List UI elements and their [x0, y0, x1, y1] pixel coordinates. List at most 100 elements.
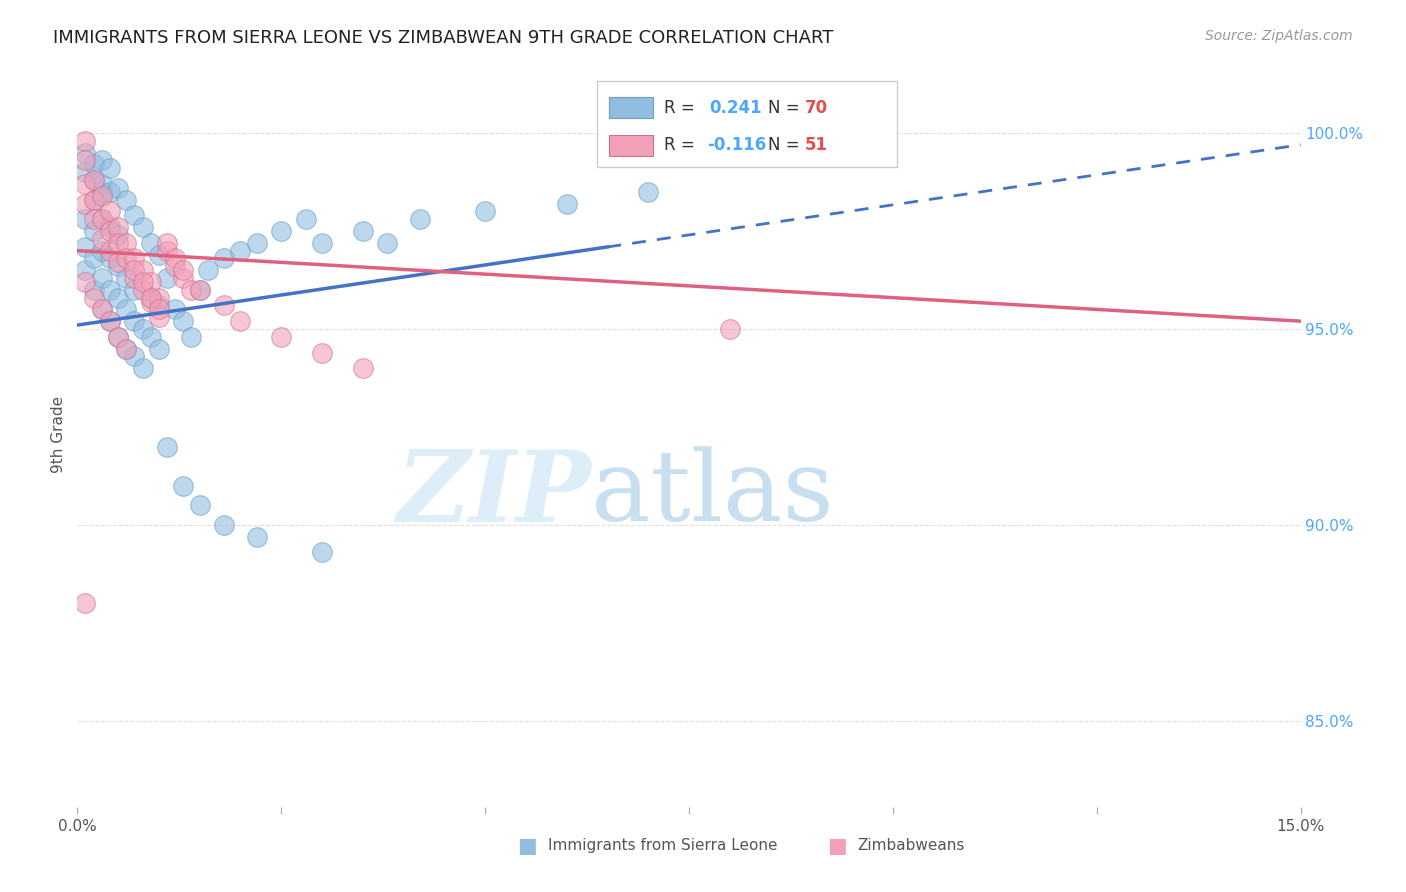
Point — [352, 361, 374, 376]
Text: R =: R = — [665, 99, 700, 117]
Point — [75, 196, 97, 211]
Point — [131, 283, 153, 297]
Point — [131, 220, 153, 235]
Text: ■: ■ — [827, 836, 846, 855]
Point — [172, 314, 194, 328]
Point — [107, 255, 129, 269]
Point — [139, 330, 162, 344]
Point — [75, 275, 97, 289]
Point — [107, 181, 129, 195]
FancyBboxPatch shape — [598, 81, 897, 167]
Point — [115, 235, 138, 250]
Point — [90, 185, 112, 199]
Point — [156, 244, 179, 258]
Point — [98, 220, 121, 235]
Point — [139, 235, 162, 250]
Point — [197, 263, 219, 277]
Point — [156, 235, 179, 250]
Point — [115, 252, 138, 266]
Point — [83, 193, 105, 207]
Text: ■: ■ — [517, 836, 537, 855]
Point — [139, 275, 162, 289]
Point — [165, 260, 187, 274]
Point — [311, 545, 333, 559]
Point — [98, 244, 121, 258]
Point — [212, 252, 235, 266]
Point — [98, 283, 121, 297]
Text: 51: 51 — [806, 136, 828, 154]
Point — [98, 204, 121, 219]
Text: N =: N = — [769, 136, 800, 154]
Text: 0.241: 0.241 — [710, 99, 762, 117]
FancyBboxPatch shape — [609, 135, 654, 155]
Point — [229, 244, 252, 258]
Point — [115, 342, 138, 356]
Point — [409, 212, 432, 227]
Point — [83, 173, 105, 187]
Point — [98, 314, 121, 328]
Point — [115, 271, 138, 285]
Point — [75, 165, 97, 179]
Point — [148, 302, 170, 317]
Point — [75, 134, 97, 148]
Point — [98, 161, 121, 176]
Point — [75, 596, 97, 610]
Point — [124, 252, 146, 266]
Text: Immigrants from Sierra Leone: Immigrants from Sierra Leone — [548, 838, 778, 853]
Point — [148, 310, 170, 325]
Point — [107, 260, 129, 274]
Point — [212, 298, 235, 312]
Point — [165, 252, 187, 266]
Point — [156, 271, 179, 285]
Point — [474, 204, 496, 219]
Point — [188, 283, 211, 297]
Point — [107, 235, 129, 250]
Point — [188, 283, 211, 297]
Point — [90, 177, 112, 191]
Point — [131, 322, 153, 336]
Point — [115, 302, 138, 317]
Text: Zimbabweans: Zimbabweans — [858, 838, 965, 853]
Point — [83, 252, 105, 266]
Point — [131, 263, 153, 277]
Point — [75, 177, 97, 191]
Point — [75, 153, 97, 168]
Point — [270, 224, 292, 238]
Point — [90, 212, 112, 227]
Point — [124, 263, 146, 277]
Point — [115, 342, 138, 356]
Point — [165, 302, 187, 317]
Point — [75, 212, 97, 227]
Point — [75, 263, 97, 277]
Point — [83, 212, 105, 227]
Point — [75, 240, 97, 254]
Text: N =: N = — [769, 99, 800, 117]
Point — [90, 212, 112, 227]
Point — [115, 193, 138, 207]
Point — [107, 330, 129, 344]
Point — [83, 157, 105, 171]
Point — [180, 330, 202, 344]
Point — [212, 518, 235, 533]
Point — [139, 291, 162, 305]
Text: IMMIGRANTS FROM SIERRA LEONE VS ZIMBABWEAN 9TH GRADE CORRELATION CHART: IMMIGRANTS FROM SIERRA LEONE VS ZIMBABWE… — [53, 29, 834, 46]
FancyBboxPatch shape — [609, 97, 654, 119]
Point — [555, 196, 578, 211]
Point — [148, 298, 170, 312]
Point — [246, 235, 269, 250]
Text: Source: ZipAtlas.com: Source: ZipAtlas.com — [1205, 29, 1353, 43]
Point — [90, 188, 112, 202]
Point — [107, 330, 129, 344]
Point — [124, 350, 146, 364]
Point — [311, 345, 333, 359]
Point — [98, 224, 121, 238]
Point — [172, 479, 194, 493]
Point — [148, 342, 170, 356]
Point — [124, 208, 146, 222]
Point — [107, 291, 129, 305]
Point — [131, 361, 153, 376]
Point — [98, 314, 121, 328]
Point — [148, 247, 170, 261]
Point — [246, 530, 269, 544]
Point — [83, 283, 105, 297]
